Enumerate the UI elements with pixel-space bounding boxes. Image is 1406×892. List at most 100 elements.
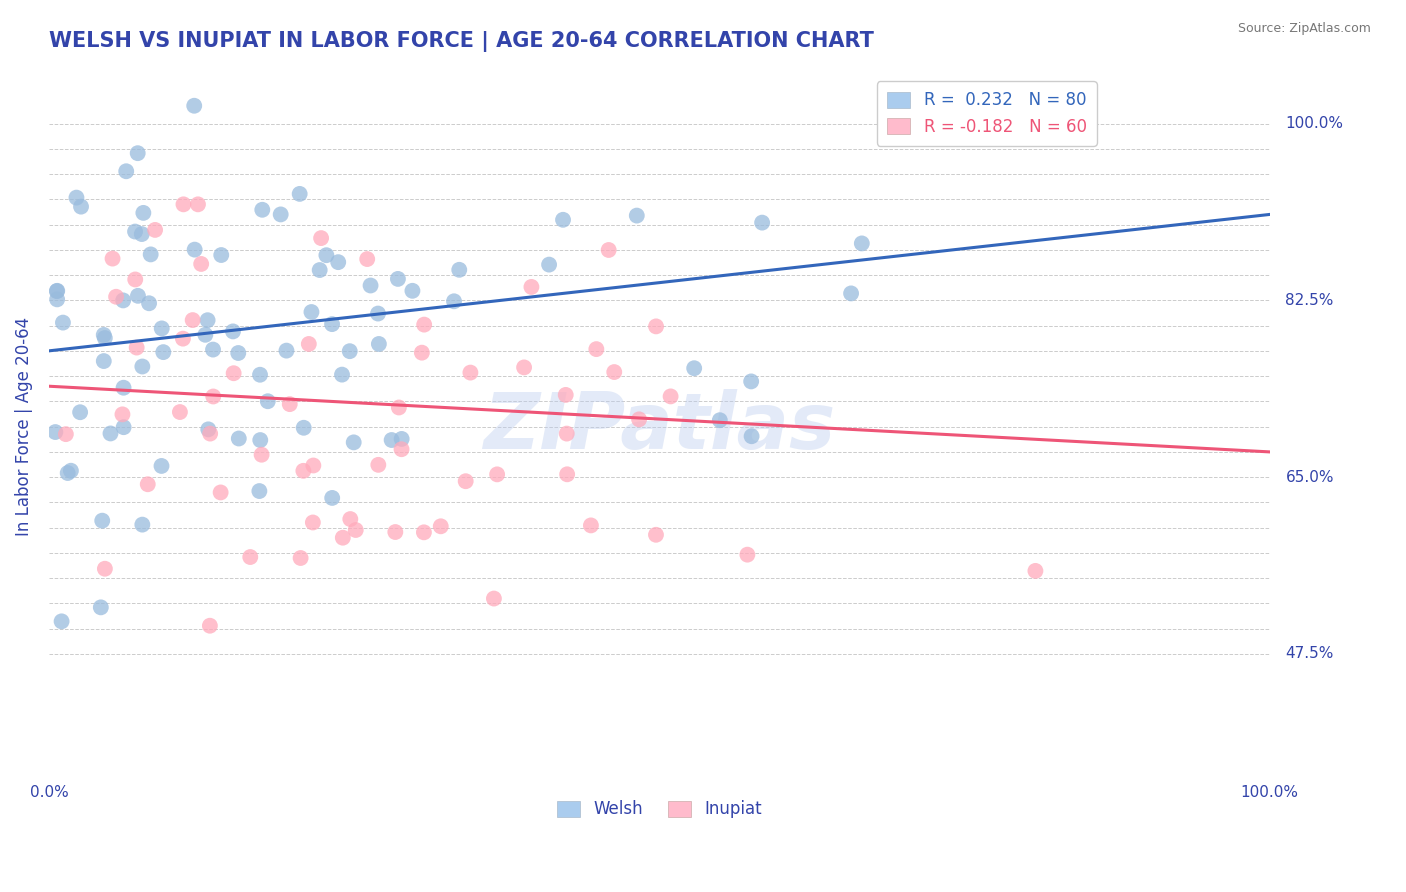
Point — [44, 425, 66, 439]
Point — [460, 366, 482, 380]
Point — [645, 528, 668, 542]
Point — [367, 337, 389, 351]
Point — [112, 420, 135, 434]
Point — [356, 252, 378, 266]
Point — [486, 467, 509, 482]
Point — [585, 342, 607, 356]
Point — [169, 405, 191, 419]
Point — [443, 294, 465, 309]
Point — [124, 272, 146, 286]
Point — [551, 212, 574, 227]
Point — [298, 337, 321, 351]
Point — [100, 426, 122, 441]
Point — [851, 236, 873, 251]
Text: 47.5%: 47.5% — [1285, 647, 1334, 662]
Point — [131, 517, 153, 532]
Point — [321, 491, 343, 505]
Point — [290, 551, 312, 566]
Point — [90, 600, 112, 615]
Point — [513, 360, 536, 375]
Point — [93, 327, 115, 342]
Point — [308, 263, 330, 277]
Point — [659, 389, 682, 403]
Point — [55, 427, 77, 442]
Text: 100.0%: 100.0% — [1285, 116, 1344, 131]
Point — [172, 332, 194, 346]
Point — [226, 346, 249, 360]
Point — [302, 516, 325, 530]
Point — [321, 317, 343, 331]
Point — [249, 368, 271, 382]
Point — [143, 223, 166, 237]
Point — [343, 435, 366, 450]
Point — [222, 325, 245, 339]
Point — [69, 405, 91, 419]
Point — [384, 524, 406, 539]
Point — [124, 225, 146, 239]
Point — [194, 327, 217, 342]
Point — [628, 412, 651, 426]
Point — [198, 426, 221, 441]
Point — [454, 474, 477, 488]
Point — [252, 202, 274, 217]
Point — [197, 422, 219, 436]
Point — [183, 99, 205, 113]
Point — [381, 433, 404, 447]
Point — [94, 562, 117, 576]
Point — [538, 258, 561, 272]
Point — [709, 413, 731, 427]
Point — [132, 206, 155, 220]
Point — [482, 591, 505, 606]
Text: 65.0%: 65.0% — [1285, 470, 1334, 484]
Text: Source: ZipAtlas.com: Source: ZipAtlas.com — [1237, 22, 1371, 36]
Point — [603, 365, 626, 379]
Point — [737, 548, 759, 562]
Point — [172, 197, 194, 211]
Point — [270, 207, 292, 221]
Point — [413, 525, 436, 540]
Point — [740, 375, 762, 389]
Point — [839, 286, 862, 301]
Point — [449, 262, 471, 277]
Point — [181, 313, 204, 327]
Point — [70, 200, 93, 214]
Point — [741, 429, 763, 443]
Point — [150, 321, 173, 335]
Point — [288, 186, 311, 201]
Point — [751, 216, 773, 230]
Point — [315, 248, 337, 262]
Point — [239, 549, 262, 564]
Point — [222, 366, 245, 380]
Point — [190, 257, 212, 271]
Point — [127, 289, 149, 303]
Point — [105, 290, 128, 304]
Point — [46, 284, 69, 298]
Point — [125, 341, 148, 355]
Point — [187, 197, 209, 211]
Point — [101, 252, 124, 266]
Point — [302, 458, 325, 473]
Point — [367, 307, 389, 321]
Point — [598, 243, 620, 257]
Text: WELSH VS INUPIAT IN LABOR FORCE | AGE 20-64 CORRELATION CHART: WELSH VS INUPIAT IN LABOR FORCE | AGE 20… — [49, 31, 875, 53]
Point — [683, 361, 706, 376]
Point — [332, 531, 354, 545]
Point — [309, 231, 332, 245]
Point — [150, 458, 173, 473]
Point — [94, 331, 117, 345]
Point — [183, 243, 205, 257]
Point — [328, 255, 350, 269]
Point — [256, 394, 278, 409]
Text: ZIPatlas: ZIPatlas — [484, 389, 835, 465]
Point — [387, 272, 409, 286]
Point — [131, 227, 153, 241]
Point — [56, 466, 79, 480]
Point — [202, 389, 225, 403]
Point — [411, 345, 433, 359]
Point — [139, 247, 162, 261]
Text: 82.5%: 82.5% — [1285, 293, 1334, 308]
Point — [115, 164, 138, 178]
Point — [138, 296, 160, 310]
Point — [51, 615, 73, 629]
Point — [520, 280, 543, 294]
